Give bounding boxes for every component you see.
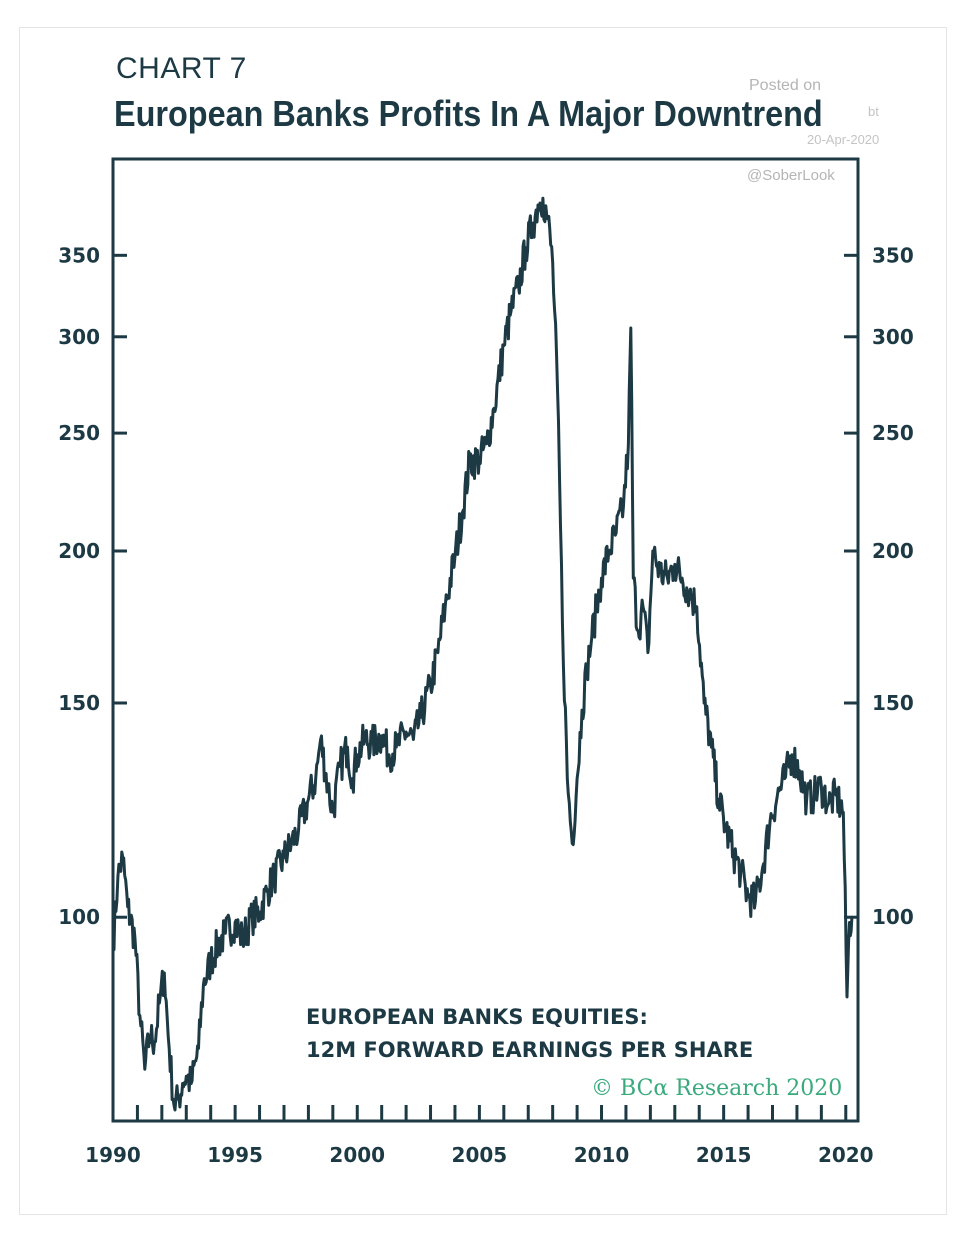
y-tick-label-right-300: 300 [872, 325, 914, 349]
y-tick-label-left-150: 150 [58, 691, 100, 715]
x-tick-label-2000: 2000 [329, 1143, 385, 1167]
y-tick-label-right-100: 100 [872, 905, 914, 929]
annotation-line-1: EUROPEAN BANKS EQUITIES: [306, 1005, 648, 1029]
x-tick-label-2015: 2015 [696, 1143, 752, 1167]
plot-frame [111, 157, 860, 1123]
series-line-eps [111, 196, 854, 1112]
watermark-date: 20-Apr-2020 [807, 132, 880, 147]
watermark-handle: @SoberLook [747, 167, 835, 184]
annotation-line-2: 12M FORWARD EARNINGS PER SHARE [306, 1038, 753, 1062]
y-tick-label-left-100: 100 [58, 905, 100, 929]
x-tick-label-2005: 2005 [452, 1143, 508, 1167]
watermark-blog: bt [868, 104, 879, 119]
watermark-posted: Posted on [749, 77, 822, 94]
y-tick-label-right-150: 150 [872, 691, 914, 715]
x-tick-label-2010: 2010 [574, 1143, 630, 1167]
x-tick-label-1990: 1990 [85, 1143, 141, 1167]
x-tick-label-2020: 2020 [818, 1143, 874, 1167]
credit-text: © BCα Research 2020 [591, 1076, 842, 1101]
y-tick-label-left-200: 200 [58, 539, 100, 563]
chart-title: European Banks Profits In A Major Downtr… [114, 93, 823, 134]
chart-number: CHART 7 [116, 52, 247, 85]
tick-labels: 1990 1995 2000 2005 2010 2015 2020 100 100 150 150… [58, 243, 914, 1167]
x-tick-label-1995: 1995 [207, 1143, 263, 1167]
y-tick-label-right-250: 250 [872, 421, 914, 445]
y-tick-label-right-350: 350 [872, 243, 914, 267]
y-tick-label-left-250: 250 [58, 421, 100, 445]
y-tick-label-right-200: 200 [872, 539, 914, 563]
y-tick-label-left-300: 300 [58, 325, 100, 349]
y-tick-label-left-350: 350 [58, 243, 100, 267]
axis-ticks [111, 253, 858, 1121]
